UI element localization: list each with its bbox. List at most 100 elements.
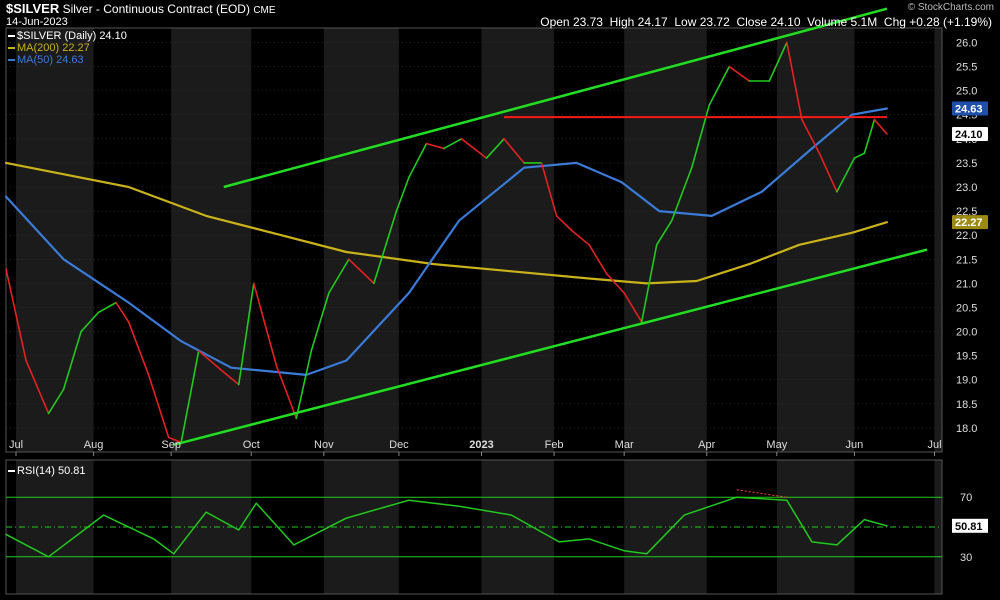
price-segment-down (252, 282, 278, 367)
price-segment-down (570, 229, 590, 246)
month-band (934, 28, 942, 452)
legend-ma200-text: MA(200) 22.27 (17, 42, 90, 54)
price-tick-label: 23.5 (956, 158, 977, 170)
ma50-tag: 24.63 (952, 101, 988, 116)
price-tick-label: 18.0 (956, 423, 977, 435)
change-value: +0.28 (+1.19%) (909, 15, 992, 29)
price-tick-label: 19.5 (956, 351, 977, 363)
ma50-tag-text: 24.63 (955, 103, 983, 115)
trendlines (173, 7, 928, 446)
rsi-value-tag: 50.81 (952, 518, 988, 533)
price-segment-up (655, 219, 673, 246)
date-tick-label: Jul (9, 439, 23, 451)
date-tick-label: Jul (927, 439, 941, 451)
low-value: 23.72 (699, 15, 730, 29)
date-tick-label: Sep (161, 439, 181, 451)
date-tick-label: Jun (846, 439, 864, 451)
month-band (16, 28, 94, 452)
legend-ma200-swatch (8, 47, 15, 50)
quote-summary: Open 23.73 High 24.17 Low 23.72 Close 24… (540, 15, 992, 29)
legend-rsi-swatch (8, 470, 15, 473)
chart-date: 14-Jun-2023 (6, 16, 68, 28)
price-segment-up (708, 65, 731, 106)
legend-price-text: $SILVER (Daily) 24.10 (17, 30, 127, 42)
price-segment-up (853, 152, 866, 159)
upper-channel-line (223, 7, 888, 189)
date-tick-label: Feb (545, 439, 564, 451)
price-tag: 24.10 (952, 127, 988, 141)
legend-price: $SILVER (Daily) 24.10 (8, 30, 127, 42)
volume-label: Volume (807, 15, 848, 29)
price-segment-up (395, 176, 410, 212)
price-axis-labels: 26.025.525.024.524.023.523.022.522.021.5… (956, 37, 977, 434)
rsi-divergence-line (736, 489, 787, 498)
rsi-path (5, 496, 888, 558)
month-band (481, 28, 555, 452)
price-segment-down (818, 152, 838, 193)
price-segment-up (373, 210, 398, 285)
price-segment-up (310, 292, 330, 352)
price-series (5, 41, 888, 444)
price-segment-up (237, 282, 255, 386)
price-segment-up (47, 388, 65, 415)
price-tick-label: 21.5 (956, 254, 977, 266)
price-tag-box (952, 127, 988, 141)
price-segment-down (503, 138, 525, 164)
price-segment-down (220, 369, 240, 386)
date-tick-label: Apr (698, 439, 715, 451)
ma200-tag-box (952, 215, 988, 230)
date-tick-label: Mar (615, 439, 634, 451)
price-tick-label: 21.0 (956, 278, 977, 290)
price-segment-down (786, 41, 803, 121)
price-segment-up (295, 350, 313, 420)
legend-ma50: MA(50) 24.63 (8, 54, 84, 66)
price-segment-down (605, 272, 625, 294)
ma50-path (4, 107, 889, 376)
open-label: Open (540, 15, 570, 29)
price-segment-up (443, 138, 463, 150)
price-segment-down (540, 162, 558, 217)
ma50-line (4, 107, 889, 376)
price-tick-label: 26.0 (956, 37, 977, 49)
price-segment-up (863, 118, 876, 155)
date-tick-label: Aug (84, 439, 104, 451)
price-tick-label: 20.0 (956, 327, 977, 339)
date-axis-labels: Jul Aug Sep Oct Nov Dec 2023 Feb Mar Apr May Jun Jul (9, 439, 942, 456)
chart-title: $SILVER Silver - Continuous Contract (EO… (6, 2, 276, 18)
date-tick-label: Dec (389, 439, 409, 451)
price-segment-down (167, 436, 182, 444)
price-tick-label: 22.0 (956, 230, 977, 242)
price-segment-down (555, 215, 573, 232)
price-segment-up (485, 138, 505, 159)
legend-rsi-text: RSI(14) 50.81 (17, 465, 86, 477)
price-tick-label: 18.5 (956, 399, 977, 411)
month-band (323, 28, 399, 452)
price-segment-down (588, 244, 608, 275)
rsi-tag-text: 50.81 (955, 521, 983, 533)
price-segment-up (836, 157, 856, 193)
price-segment-down (127, 321, 150, 376)
legend-ma50-text: MA(50) 24.63 (17, 54, 84, 66)
price-panel-frame (5, 27, 943, 453)
lower-channel-line (173, 248, 928, 446)
price-segment-down (728, 65, 751, 82)
price-tick-label: 20.5 (956, 302, 977, 314)
instrument-name: Silver - Continuous Contract (EOD) (62, 2, 250, 16)
price-tick-label: 25.5 (956, 62, 977, 74)
price-tick-label: 23.0 (956, 182, 977, 194)
price-segment-down (5, 268, 27, 362)
price-segment-down (801, 118, 821, 155)
price-segment-up (328, 258, 350, 294)
price-segment-up (408, 142, 428, 179)
price-segment-up (690, 104, 711, 169)
price-segment-down (197, 350, 223, 371)
ma200-path (4, 161, 889, 285)
volume-value: 5.1M (850, 15, 878, 29)
legend-ma50-swatch (8, 59, 15, 62)
watermark: © StockCharts.com (907, 2, 994, 13)
price-segment-up (80, 311, 100, 333)
price-tag-text: 24.10 (955, 129, 983, 141)
rsi-tick-label: 30 (960, 552, 972, 564)
price-segment-up (97, 301, 117, 314)
